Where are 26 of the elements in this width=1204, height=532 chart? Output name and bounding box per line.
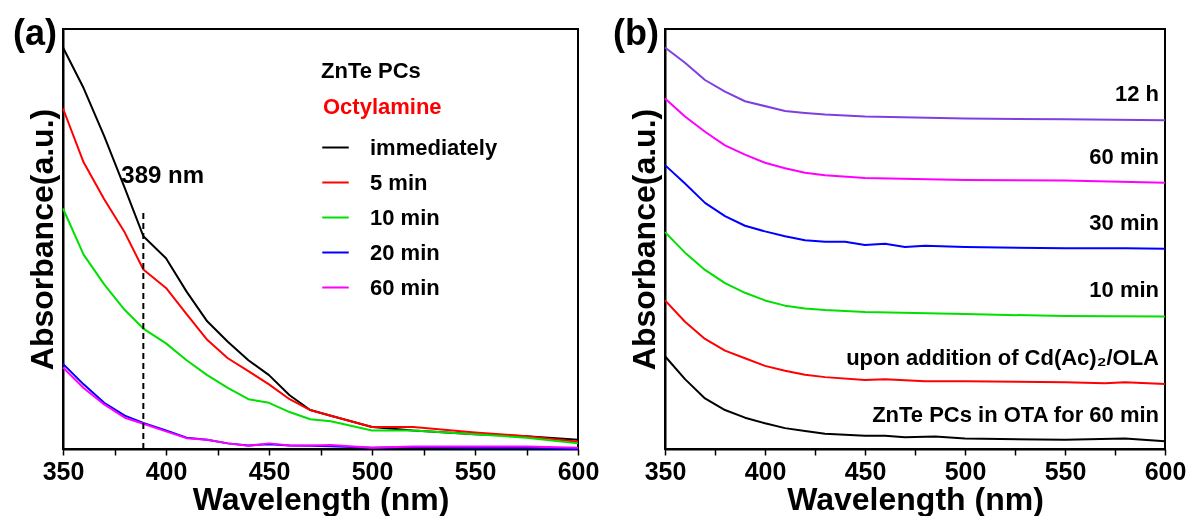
x-tick-label: 550 (1044, 456, 1087, 485)
x-tick-label: 600 (1144, 456, 1187, 485)
legend-label: 60 min (370, 274, 440, 300)
legend-label: 5 min (370, 169, 428, 195)
x-tick-label: 600 (557, 456, 600, 485)
legend-label: 10 min (370, 204, 440, 230)
x-tick-label: 400 (744, 456, 787, 485)
chart-title: (a) (13, 12, 57, 53)
series-label: 12 h (1114, 81, 1159, 107)
legend-title: ZnTe PCs (321, 58, 421, 83)
ref-line-label: 389 nm (121, 161, 205, 188)
series-label: ZnTe PCs in OTA for 60 min (872, 402, 1159, 428)
chart-title: (b) (613, 12, 659, 53)
x-tick-label: 350 (42, 456, 85, 485)
annotation: Octylamine (323, 94, 442, 119)
series-label: 30 min (1089, 209, 1159, 235)
x-tick-label: 400 (145, 456, 188, 485)
series-label: upon addition of Cd(Ac)₂/OLA (846, 344, 1160, 370)
series-label: 10 min (1089, 277, 1159, 303)
series-label: 60 min (1089, 143, 1159, 169)
legend-label: immediately (370, 134, 498, 160)
y-axis-title: Absorbance(a.u.) (23, 108, 60, 371)
x-tick-label: 350 (644, 456, 687, 485)
legend-label: 20 min (370, 239, 440, 265)
y-axis-title: Absorbance(a.u.) (625, 108, 662, 371)
x-tick-label: 550 (454, 456, 497, 485)
